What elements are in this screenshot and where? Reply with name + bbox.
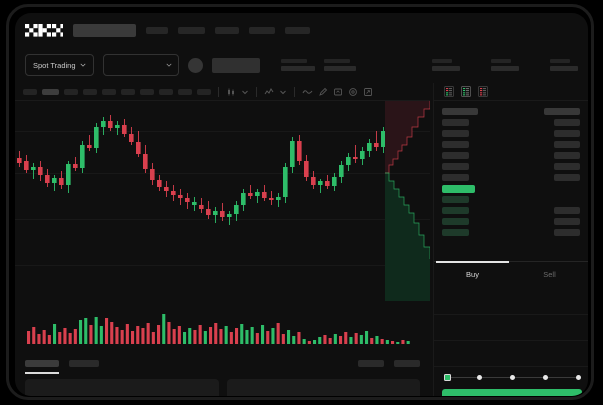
nav-item-3[interactable] xyxy=(249,26,275,34)
order-field-1[interactable] xyxy=(434,315,588,341)
orderbook-ask-row[interactable] xyxy=(442,162,580,171)
trade-sidebar: Buy Sell xyxy=(433,83,588,396)
chevron-down-icon xyxy=(80,63,86,67)
chevron-down-icon xyxy=(166,63,172,67)
orderbook-header-row xyxy=(442,107,580,116)
chevron-down-icon[interactable] xyxy=(279,88,287,96)
orders-panel-right[interactable] xyxy=(226,379,420,396)
order-field-2[interactable] xyxy=(434,341,588,367)
slider-node-4[interactable] xyxy=(576,374,581,380)
trading-app: Spot Trading xyxy=(15,13,588,396)
line-tool-icon[interactable] xyxy=(302,87,313,97)
slider-node-1[interactable] xyxy=(477,374,482,380)
timeframe-9[interactable] xyxy=(197,88,211,95)
slider-node-2[interactable] xyxy=(510,374,515,380)
orderbook-mode-bids-icon[interactable] xyxy=(461,86,471,97)
chart-gridline xyxy=(15,173,430,174)
toolbar-divider xyxy=(294,86,295,97)
orderbook-display-modes xyxy=(434,83,588,101)
submit-order-button[interactable] xyxy=(442,389,582,396)
orders-tab-1[interactable] xyxy=(69,359,99,367)
okx-logo[interactable] xyxy=(25,23,63,37)
trading-pair-select[interactable] xyxy=(102,54,179,76)
indicator-icon[interactable] xyxy=(264,87,274,97)
timeframe-3[interactable] xyxy=(83,88,97,95)
slider-node-0[interactable] xyxy=(444,373,451,381)
volume-series xyxy=(27,314,410,344)
toolbar-divider xyxy=(218,86,219,97)
pencil-icon[interactable] xyxy=(318,87,328,97)
timeframe-7[interactable] xyxy=(159,88,173,95)
toolbar-divider xyxy=(256,86,257,97)
amount-percent-slider[interactable] xyxy=(444,371,582,383)
nav-item-4[interactable] xyxy=(285,26,310,34)
market-subheader: Spot Trading xyxy=(15,47,588,83)
search-input[interactable] xyxy=(73,23,136,37)
settings-icon[interactable] xyxy=(348,87,358,97)
device-frame: Spot Trading xyxy=(6,4,594,400)
chart-gridline xyxy=(15,265,430,266)
timeframe-1[interactable] xyxy=(42,88,59,95)
orders-action-0[interactable] xyxy=(358,359,384,367)
tab-buy[interactable]: Buy xyxy=(434,261,511,287)
chevron-down-icon[interactable] xyxy=(241,88,249,96)
coin-avatar xyxy=(187,57,203,73)
orderbook-ask-row[interactable] xyxy=(442,140,580,149)
chart-gridline xyxy=(15,131,430,132)
candlestick-series xyxy=(17,115,407,225)
market-stat-1 xyxy=(323,59,356,71)
market-depth-overlay xyxy=(385,101,430,301)
market-stat-4 xyxy=(550,59,578,71)
order-book[interactable] xyxy=(434,101,588,261)
order-side-tabs: Buy Sell xyxy=(434,261,588,287)
timeframe-4[interactable] xyxy=(102,88,116,95)
market-stat-0 xyxy=(280,59,315,71)
orderbook-bid-row[interactable] xyxy=(442,206,580,215)
nav-item-2[interactable] xyxy=(215,26,239,34)
orders-panel-left[interactable] xyxy=(25,379,219,396)
top-navigation-bar xyxy=(15,13,588,47)
orderbook-bid-row[interactable] xyxy=(442,217,580,226)
fullscreen-icon[interactable] xyxy=(363,87,373,97)
timeframe-8[interactable] xyxy=(178,88,192,95)
order-field-0[interactable] xyxy=(434,289,588,315)
orderbook-mode-both-icon[interactable] xyxy=(444,86,454,97)
market-stat-3 xyxy=(491,59,519,71)
orderbook-ask-row[interactable] xyxy=(442,151,580,160)
timeframe-2[interactable] xyxy=(64,88,78,95)
nav-item-0[interactable] xyxy=(146,26,168,34)
orderbook-ask-row[interactable] xyxy=(442,129,580,138)
order-form-fields xyxy=(434,289,588,367)
timeframe-5[interactable] xyxy=(121,88,135,95)
orders-tab-0[interactable] xyxy=(25,359,59,374)
tab-sell[interactable]: Sell xyxy=(543,270,556,279)
orders-action-1[interactable] xyxy=(394,359,420,367)
slider-node-3[interactable] xyxy=(543,374,548,380)
orderbook-last-price-row xyxy=(442,184,580,193)
orders-panel-body xyxy=(15,379,430,396)
volume-chart xyxy=(15,308,430,350)
trading-mode-label: Spot Trading xyxy=(33,60,76,70)
timeframe-0[interactable] xyxy=(23,88,37,95)
orderbook-bid-row[interactable] xyxy=(442,195,580,204)
orderbook-ask-row[interactable] xyxy=(442,173,580,182)
orderbook-bid-row[interactable] xyxy=(442,228,580,237)
timeframe-6[interactable] xyxy=(140,88,154,95)
trading-mode-selector[interactable]: Spot Trading xyxy=(25,54,94,76)
orders-panel-tabs xyxy=(15,353,430,374)
nav-item-1[interactable] xyxy=(178,26,205,34)
chart-toolbar xyxy=(15,83,430,101)
orderbook-mode-asks-icon[interactable] xyxy=(478,86,488,97)
alert-icon[interactable] xyxy=(333,87,343,97)
orderbook-ask-row[interactable] xyxy=(442,118,580,127)
candle-type-icon[interactable] xyxy=(226,87,236,97)
price-chart[interactable] xyxy=(15,101,430,306)
market-stat-2 xyxy=(432,59,460,71)
last-price-display xyxy=(211,57,260,73)
